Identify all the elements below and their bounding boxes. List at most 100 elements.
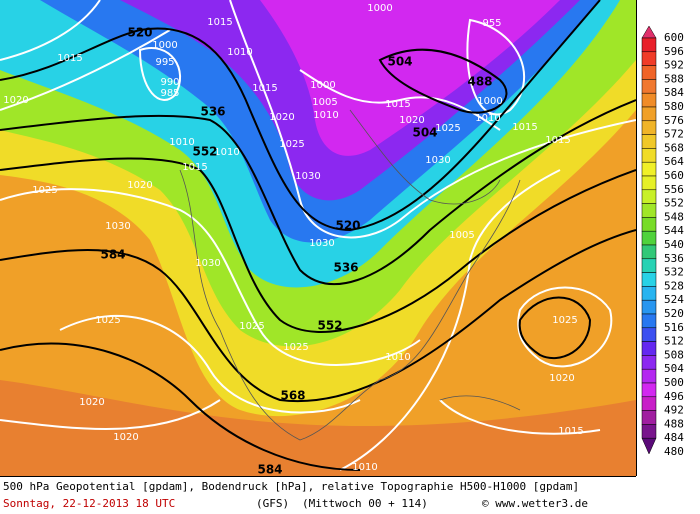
geopotential-label: 552 — [192, 145, 217, 159]
coastlines — [179, 109, 521, 441]
footer-description: 500 hPa Geopotential [gpdam], Bodendruck… — [3, 480, 579, 493]
colorbar-cell — [641, 341, 657, 356]
colorbar-cell — [641, 120, 657, 135]
colorbar-label: 564 — [664, 155, 684, 168]
isobar-label: 1025 — [435, 123, 460, 134]
geopotential-label: 520 — [335, 219, 360, 233]
colorbar-label: 520 — [664, 307, 684, 320]
isobar-label: 1030 — [195, 258, 220, 269]
colorbar-cell — [641, 382, 657, 398]
footer-model: (GFS) — [256, 497, 289, 510]
colorbar-cell — [641, 92, 657, 108]
warm-field — [0, 380, 636, 476]
colorbar-cell — [641, 355, 657, 370]
colorbar-label: 592 — [664, 59, 684, 72]
colorbar-cell — [641, 424, 657, 439]
colorbar-cell — [641, 79, 657, 94]
colorbar-label: 560 — [664, 169, 684, 182]
geopotential-label: 584 — [257, 463, 282, 477]
colorbar-label: 500 — [664, 376, 684, 389]
colorbar-cell — [641, 189, 657, 204]
isobar-label: 1020 — [3, 95, 28, 106]
geopotential-label: 488 — [467, 75, 492, 89]
isobar-label: 1020 — [113, 432, 138, 443]
geopotential-label: 520 — [127, 26, 152, 40]
geopotential-label: 568 — [280, 389, 305, 403]
colorbar-cell — [641, 134, 657, 149]
footer-run: (Mittwoch 00 + 114) — [302, 497, 428, 510]
colorbar-label: 512 — [664, 335, 684, 348]
colorbar-cell — [641, 230, 657, 246]
isobar-label: 1015 — [207, 17, 232, 28]
isobar-label: 1005 — [312, 97, 337, 108]
colorbar-label: 508 — [664, 348, 684, 361]
isobar-label: 1020 — [127, 180, 152, 191]
geopotential-label: 504 — [412, 126, 437, 140]
colorbar-cell — [641, 65, 657, 80]
contour-labels: 1020 1025 1030 1025 1020 1020 1015 1000 995 99098… — [3, 3, 583, 477]
isobar-label: 955 — [482, 18, 501, 29]
isobar-label: 1030 — [309, 238, 334, 249]
isobar-label: 1020 — [549, 373, 574, 384]
isobar-label: 1015 — [385, 99, 410, 110]
colorbar-cell — [641, 410, 657, 425]
isobar-label: 1010 — [313, 110, 338, 121]
colorbar-label: 492 — [664, 404, 684, 417]
colorbar-cell — [641, 327, 657, 342]
colorbar-cell — [641, 203, 657, 218]
isobar-label: 1010 — [352, 462, 377, 473]
colorbar-arrow — [641, 437, 657, 455]
colorbar-label: 536 — [664, 252, 684, 265]
colorbar-label: 572 — [664, 128, 684, 141]
colorbar-cell — [641, 217, 657, 232]
colorbar-label: 528 — [664, 279, 684, 292]
isobar-label: 1000 — [310, 80, 335, 91]
colorbar-label: 568 — [664, 141, 684, 154]
isobar-label: 1010 — [227, 47, 252, 58]
isobar-label: 1015 — [545, 135, 570, 146]
geopotential-label: 552 — [317, 319, 342, 333]
isobar-label: 1025 — [552, 315, 577, 326]
colorbar-label: 580 — [664, 100, 684, 113]
colorbar-cell — [641, 299, 657, 315]
isobar-label: 1020 — [79, 397, 104, 408]
isobar-label: 1015 — [182, 162, 207, 173]
colorbar-label: 600 — [664, 31, 684, 44]
colorbar-label: 552 — [664, 197, 684, 210]
isobar-label: 990 — [160, 77, 179, 88]
isobar-label: 1010 — [214, 147, 239, 158]
colorbar-label: 588 — [664, 72, 684, 85]
geopotential-label: 504 — [387, 55, 412, 69]
geopotential-label: 536 — [333, 261, 358, 275]
map — [0, 0, 637, 476]
footer-credit: © www.wetter3.de — [482, 497, 588, 510]
colorbar-label: 556 — [664, 183, 684, 196]
isobar-label: 1025 — [279, 139, 304, 150]
colorbar-label: 504 — [664, 362, 684, 375]
colorbar-cell — [641, 148, 657, 163]
colorbar-label: 576 — [664, 114, 684, 127]
isobar-label: 1030 — [295, 171, 320, 182]
isobar-label: 1010 — [385, 352, 410, 363]
isobar-label: 985 — [160, 88, 179, 99]
isobar-label: 1025 — [283, 342, 308, 353]
isobar-label: 1000 — [367, 3, 392, 14]
isobar-label: 1015 — [252, 83, 277, 94]
colorbar-label: 544 — [664, 224, 684, 237]
field-magenta — [260, 0, 560, 156]
colorbar: 6005965925885845805765725685645605565525… — [641, 25, 684, 458]
isobar-label: 1025 — [95, 315, 120, 326]
colorbar-cell — [641, 161, 657, 177]
isobar-label: 1025 — [32, 185, 57, 196]
isobars — [0, 0, 637, 471]
colorbar-cell — [641, 396, 657, 411]
isobar-label: 1010 — [475, 113, 500, 124]
footer: 500 hPa Geopotential [gpdam], Bodendruck… — [3, 480, 588, 510]
isobar-label: 1005 — [449, 230, 474, 241]
colorbar-cell — [641, 106, 657, 122]
isobar-label: 1000 — [152, 40, 177, 51]
isobar-label: 1015 — [512, 122, 537, 133]
colorbar-label: 532 — [664, 266, 684, 279]
isobar-label: 1020 — [399, 115, 424, 126]
